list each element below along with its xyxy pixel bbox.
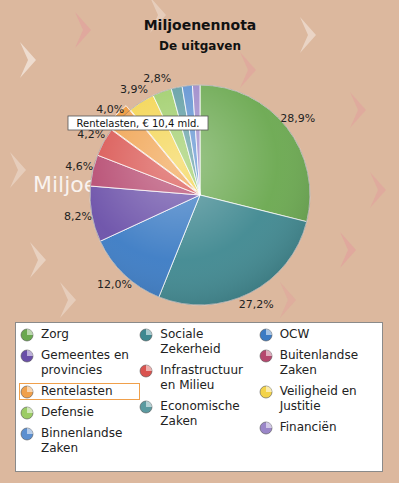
legend-swatch-wedge [266, 329, 272, 335]
chevron [370, 172, 386, 208]
legend-swatch [140, 401, 152, 413]
legend-column: Zorg Gemeentes en provincies Rentelasten De… [20, 327, 139, 471]
legend-item: Infrastructuur en Milieu [139, 363, 258, 393]
legend-icon [20, 349, 34, 363]
chevron [10, 152, 26, 188]
legend-icon [259, 328, 273, 342]
chevron [300, 17, 316, 53]
chevron [340, 232, 356, 268]
data-label: 12,0% [97, 278, 132, 291]
chevron [60, 282, 76, 318]
legend-swatch [140, 329, 152, 341]
tooltip: Rentelasten, € 10,4 mld. [68, 116, 208, 130]
legend-swatch [260, 422, 272, 434]
data-label: 28,9% [280, 112, 315, 125]
data-label: 4,6% [65, 160, 93, 173]
chevron [280, 282, 296, 318]
data-label: 4,0% [96, 103, 124, 116]
chevron [30, 242, 46, 278]
legend-item: Veiligheid en Justitie [259, 384, 378, 414]
chevron [350, 92, 366, 128]
legend-swatch [21, 407, 33, 419]
subtitle: De uitgaven [159, 39, 241, 53]
pie-slice [192, 85, 200, 195]
annotation: Rentelasten, € 10,4 mld. [77, 118, 200, 129]
pie-slice [182, 85, 200, 195]
legend-icon [259, 385, 273, 399]
data-label: 27,2% [239, 298, 274, 311]
legend-swatch [21, 350, 33, 362]
legend-swatch-wedge [27, 407, 33, 413]
data-label: 2,8% [143, 72, 171, 85]
legend-label: Zorg [41, 327, 129, 342]
legend-icon [259, 349, 273, 363]
title: Miljoenennota [144, 17, 257, 33]
legend-icon [20, 328, 34, 342]
legend-swatch-wedge [27, 386, 33, 392]
legend-swatch-wedge [27, 329, 33, 335]
legend-icon [20, 427, 34, 441]
legend-swatch [260, 329, 272, 341]
legend-label: Buitenlandse Zaken [280, 348, 368, 378]
legend-label: OCW [280, 327, 368, 342]
legend-item: Rentelasten [20, 384, 139, 399]
legend-swatch [260, 386, 272, 398]
legend-column: OCW Buitenlandse Zaken Veiligheid en Justi… [259, 327, 378, 471]
legend-swatch [140, 365, 152, 377]
legend-swatch-wedge [27, 428, 33, 434]
chevron [75, 12, 91, 48]
legend-swatch [260, 350, 272, 362]
legend-icon [20, 385, 34, 399]
legend-item: Zorg [20, 327, 139, 342]
legend-swatch-wedge [146, 401, 152, 407]
legend-swatch [21, 428, 33, 440]
legend-icon [20, 406, 34, 420]
legend-label: Financiën [280, 420, 368, 435]
legend-swatch [21, 329, 33, 341]
legend-label: Binnenlandse Zaken [41, 426, 129, 456]
data-label: 3,9% [120, 83, 148, 96]
legend-swatch-wedge [266, 386, 272, 392]
legend-column: Sociale Zekerheid Infrastructuur en Milie… [139, 327, 258, 471]
legend-label: Rentelasten [41, 384, 129, 399]
legend-swatch-wedge [266, 422, 272, 428]
legend-item: Binnenlandse Zaken [20, 426, 139, 456]
legend-icon [139, 400, 153, 414]
pie-slice [90, 186, 200, 241]
legend: Zorg Gemeentes en provincies Rentelasten De… [15, 322, 383, 472]
legend-label: Veiligheid en Justitie [280, 384, 368, 414]
legend-icon [259, 421, 273, 435]
legend-item: OCW [259, 327, 378, 342]
legend-item: Economische Zaken [139, 399, 258, 429]
legend-label: Sociale Zekerheid [160, 327, 248, 357]
legend-icon [139, 328, 153, 342]
legend-label: Gemeentes en provincies [41, 348, 129, 378]
legend-swatch [21, 386, 33, 398]
legend-item: Gemeentes en provincies [20, 348, 139, 378]
legend-swatch-wedge [146, 365, 152, 371]
legend-item: Sociale Zekerheid [139, 327, 258, 357]
chevron [20, 42, 36, 78]
tooltip-box [68, 116, 208, 130]
data-label: 8,2% [64, 210, 92, 223]
legend-label: Economische Zaken [160, 399, 248, 429]
legend-item: Financiën [259, 420, 378, 435]
legend-label: Defensie [41, 405, 129, 420]
data-labels: 28,9%27,2%12,0%8,2%4,6%4,2%4,0%3,9%2,8% [64, 72, 315, 312]
legend-swatch-wedge [146, 329, 152, 335]
legend-icon [139, 364, 153, 378]
legend-label: Infrastructuur en Milieu [160, 363, 248, 393]
chevron [240, 52, 256, 88]
legend-swatch-wedge [266, 350, 272, 356]
legend-swatch-wedge [27, 350, 33, 356]
legend-item: Defensie [20, 405, 139, 420]
background-decoration [10, 0, 386, 318]
legend-item: Buitenlandse Zaken [259, 348, 378, 378]
